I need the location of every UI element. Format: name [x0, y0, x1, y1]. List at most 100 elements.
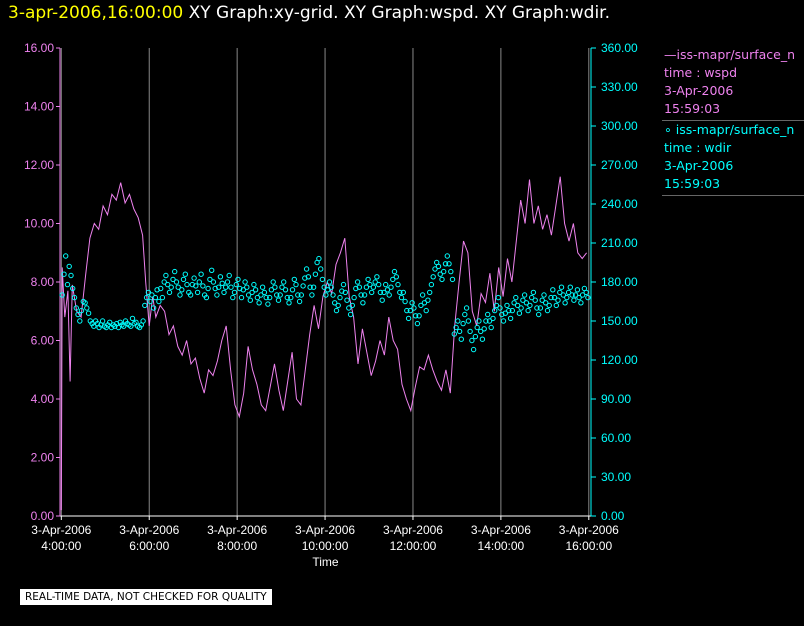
wdir-point	[168, 284, 174, 290]
wdir-point	[145, 289, 152, 296]
wdir-point	[572, 292, 579, 298]
x-tick-label-date: 3-Apr-2006	[559, 523, 619, 537]
wdir-point	[173, 279, 180, 285]
legend-time: 15:59:03	[664, 176, 721, 191]
wdir-point	[530, 289, 537, 296]
wdir-point	[251, 281, 257, 288]
wdir-point	[275, 297, 282, 303]
wdir-point	[460, 320, 466, 327]
wdir-point	[537, 305, 544, 311]
wdir-point	[502, 310, 508, 316]
wdir-point	[439, 276, 445, 283]
wdir-point	[562, 300, 568, 306]
wdir-point	[140, 318, 146, 324]
wdir-point	[423, 307, 429, 314]
wdir-point	[463, 305, 470, 311]
wdir-point	[506, 307, 512, 314]
wdir-point	[75, 311, 81, 318]
wdir-point	[377, 289, 384, 296]
wdir-point	[453, 324, 459, 331]
wdir-point	[409, 300, 415, 306]
legend-entry-wdir[interactable]: ∘ iss-mapr/surface_n time : wdir 3-Apr-2…	[662, 121, 804, 196]
wdir-point	[521, 292, 528, 298]
wdir-point	[238, 294, 245, 301]
y-right-tick-label: 210.00	[601, 236, 638, 250]
wdir-point	[99, 318, 106, 324]
wdir-point	[381, 289, 387, 296]
wdir-point	[470, 346, 477, 353]
wdir-point	[230, 294, 236, 301]
wdir-point	[383, 281, 389, 288]
wdir-point	[449, 276, 456, 283]
wdir-point	[397, 289, 403, 296]
wdir-point	[84, 305, 90, 311]
wdir-point	[226, 272, 232, 279]
wdir-point	[319, 276, 326, 283]
wdir-point	[361, 292, 368, 298]
wdir-point	[330, 292, 336, 298]
y-right-tick-label: 180.00	[601, 275, 638, 289]
y-right-tick-label: 150.00	[601, 314, 638, 328]
wdir-point	[240, 287, 247, 293]
wdir-point	[326, 279, 333, 285]
legend-entry-wspd[interactable]: —iss-mapr/surface_n time : wspd 3-Apr-20…	[662, 46, 804, 121]
wdir-point	[340, 281, 347, 288]
y-left-tick-label: 4.00	[31, 392, 55, 406]
wdir-point	[532, 297, 538, 303]
wdir-point	[458, 336, 464, 342]
wdir-point	[513, 294, 519, 301]
wdir-point	[193, 283, 199, 289]
wdir-point	[558, 284, 565, 290]
wdir-point	[107, 319, 113, 325]
wdir-point	[351, 294, 357, 301]
wdir-point	[421, 300, 428, 306]
wdir-point	[170, 276, 176, 283]
wdir-point	[478, 328, 484, 335]
wdir-point	[128, 323, 134, 329]
wdir-point	[121, 323, 127, 329]
wdir-point	[223, 284, 229, 290]
y-right-tick-label: 90.00	[601, 392, 631, 406]
wdir-point	[346, 305, 352, 311]
wdir-point	[156, 298, 162, 305]
wdir-point	[78, 307, 85, 314]
wdir-point	[175, 284, 181, 290]
wdir-point	[64, 281, 71, 288]
y-left-tick-label: 16.00	[24, 41, 54, 55]
wdir-point	[446, 261, 452, 267]
wdir-point	[256, 300, 262, 306]
wdir-point	[303, 266, 310, 272]
wdir-point	[147, 298, 153, 305]
wdir-point	[476, 318, 482, 324]
wdir-point	[194, 289, 201, 296]
x-tick-label-date: 3-Apr-2006	[471, 523, 531, 537]
wdir-point	[523, 300, 530, 306]
wdir-point	[507, 315, 514, 322]
wdir-point	[376, 281, 382, 288]
wdir-point	[328, 284, 334, 290]
y-left-tick-label: 8.00	[31, 275, 55, 289]
wdir-point	[469, 337, 475, 344]
x-axis-label: Time	[312, 555, 339, 569]
wdir-point	[342, 289, 348, 296]
wdir-point	[214, 292, 220, 298]
wdir-point	[142, 302, 148, 309]
y-left-tick-label: 0.00	[31, 509, 55, 523]
wdir-point	[323, 292, 329, 298]
wdir-point	[479, 336, 486, 342]
wdir-point	[462, 311, 468, 318]
wdir-point	[374, 274, 380, 280]
wdir-point	[393, 274, 399, 280]
legend-series-name: ∘ iss-mapr/surface_n	[664, 122, 795, 137]
wdir-point	[543, 300, 549, 306]
x-tick-label-time: 16:00:00	[565, 539, 612, 553]
wdir-point	[404, 307, 410, 314]
wdir-point	[325, 287, 331, 293]
wdir-point	[534, 305, 540, 311]
x-tick-label-date: 3-Apr-2006	[295, 523, 355, 537]
wdir-point	[483, 318, 489, 324]
wdir-point	[360, 300, 366, 306]
wdir-point	[419, 292, 426, 298]
wdir-point	[455, 318, 461, 324]
wdir-point	[435, 263, 442, 270]
